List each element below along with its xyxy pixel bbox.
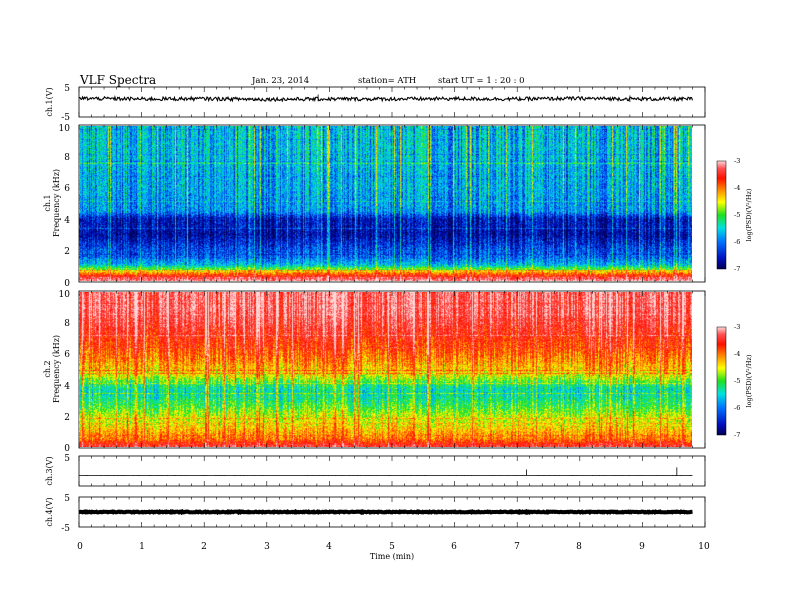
ch2-spectrogram-yticks: 10 8 6 4 2 0 (59, 290, 71, 454)
x-tick-label: 2 (201, 542, 207, 552)
ch2-cbar-tick--6: -6 (734, 404, 740, 412)
ch1-ytick-8: 8 (64, 153, 70, 163)
ch3-waveform-trace (79, 467, 693, 476)
ch1-waveform-panel: 5 -5 ch.1(V) (45, 84, 706, 123)
station-label: station= ATH (358, 76, 416, 86)
ch2-ytick-2: 2 (64, 413, 70, 423)
ch4-waveform-ylabel: ch.4(V) (45, 497, 54, 526)
ch1-cbar-tick--7: -7 (734, 265, 740, 273)
figure-title: VLF Spectra (79, 73, 156, 87)
ch2-spectrogram-ylabel-channel: ch.2 (43, 360, 52, 377)
ch3-waveform-ylabel: ch.3(V) (45, 456, 54, 485)
x-axis-title: Time (min) (370, 552, 414, 561)
x-tick-label: 10 (698, 542, 710, 552)
ch1-spectrogram-ylabel: Frequency (kHz) (52, 169, 61, 237)
time-axis: 0 1 2 3 4 5 6 7 8 9 10 Time (min) (77, 542, 710, 561)
ch1-colorbar-label: log(PSD)(V²/Hz) (745, 188, 753, 241)
ch2-spectrogram-panel: 10 8 6 4 2 0 ch.2 Frequency (kHz) -3 -4 … (43, 290, 753, 454)
ch2-ytick-10: 10 (59, 290, 71, 300)
ch2-cbar-tick--5: -5 (734, 377, 740, 385)
ch2-cbar-tick--3: -3 (734, 323, 740, 331)
ch4-ytick-bottom: -5 (61, 524, 70, 534)
x-tick-label: 5 (389, 542, 395, 552)
ch4-ytick-top: 5 (64, 494, 70, 504)
ch1-spectrogram-yticks: 10 8 6 4 2 0 (59, 124, 71, 289)
ch1-waveform-ylabel: ch.1(V) (45, 87, 54, 116)
ch2-spectrogram-image (79, 292, 692, 447)
ch1-spectrogram-panel: 10 8 6 4 2 0 ch.1 Frequency (kHz) -3 -4 … (43, 124, 753, 289)
x-tick-label: 9 (639, 542, 645, 552)
ch1-colorbar (716, 160, 727, 270)
ch3-ytick-top: 5 (64, 454, 70, 464)
x-tick-label: 3 (264, 542, 270, 552)
ch2-cbar-tick--7: -7 (734, 431, 740, 439)
x-tick-label: 0 (77, 542, 83, 552)
recording-date: Jan. 23, 2014 (251, 76, 309, 86)
ch1-ytick-6: 6 (64, 184, 70, 194)
ch1-cbar-tick--3: -3 (734, 157, 740, 165)
ch3-waveform-panel: 5 ch.3(V) (45, 454, 706, 487)
ch1-ytick-4: 4 (64, 216, 70, 226)
ch1-ytick-2: 2 (64, 247, 70, 257)
ch1-cbar-tick--4: -4 (734, 184, 740, 192)
waveform-line (78, 508, 693, 516)
spectrogram-raster (79, 292, 692, 447)
ch2-ytick-6: 6 (64, 350, 70, 360)
ch2-colorbar-label: log(PSD)(V²/Hz) (745, 354, 753, 407)
ch1-ytick-bottom: -5 (61, 113, 70, 123)
ch2-ytick-8: 8 (64, 319, 70, 329)
ch1-waveform-trace (78, 94, 694, 103)
ch2-spectrogram-ylabel: Frequency (kHz) (52, 335, 61, 403)
ch1-spectrogram-image (79, 126, 692, 281)
ch4-waveform-trace (78, 508, 693, 516)
ch1-ytick-0: 0 (64, 279, 70, 289)
ch4-waveform-panel: 5 -5 ch.4(V) (45, 494, 706, 534)
x-tick-label: 8 (576, 542, 582, 552)
x-tick-label: 4 (326, 542, 332, 552)
x-tick-label: 7 (514, 542, 520, 552)
ch2-ytick-0: 0 (64, 444, 70, 454)
ch2-cbar-tick--4: -4 (734, 350, 740, 358)
start-time-label: start UT = 1 : 20 : 0 (438, 76, 525, 86)
ch1-cbar-tick--5: -5 (734, 211, 740, 219)
ch2-colorbar (716, 326, 727, 436)
ch2-ytick-4: 4 (64, 382, 70, 392)
x-tick-label: 6 (451, 542, 457, 552)
waveform-line (78, 95, 694, 103)
ch1-ytick-top: 5 (64, 84, 70, 94)
x-tick-label: 1 (139, 542, 145, 552)
spectrogram-raster (79, 126, 692, 281)
ch1-ytick-10: 10 (59, 124, 71, 134)
x-tick-marks (78, 87, 706, 527)
ch1-spectrogram-ylabel-channel: ch.1 (43, 194, 52, 211)
ch1-cbar-tick--6: -6 (734, 238, 740, 246)
